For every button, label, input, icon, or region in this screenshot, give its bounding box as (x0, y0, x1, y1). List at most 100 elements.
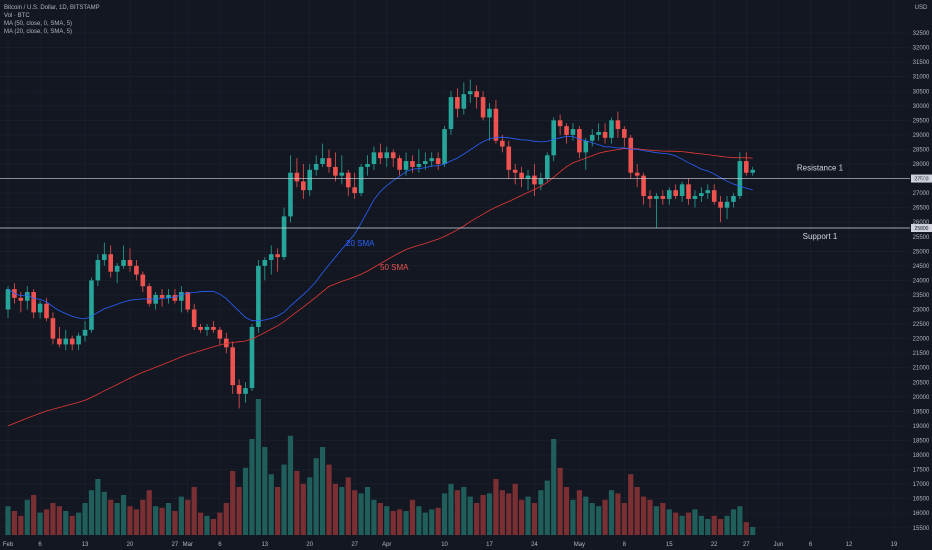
candle-body (435, 158, 441, 164)
candle-body (262, 260, 268, 266)
volume-bar (493, 479, 499, 535)
price-tick-label: 19500 (913, 409, 930, 415)
price-axis[interactable]: USD 15500 16000 16500 17000 17500 18000 18500 19… (913, 5, 930, 532)
volume-bar (217, 512, 223, 535)
symbol-title[interactable]: Bitcoin / U.S. Dollar, 1D, BITSTAMP (4, 5, 100, 11)
candle-body (724, 201, 730, 208)
price-tick-label: 23500 (913, 293, 930, 299)
volume-bar (101, 491, 107, 535)
volume-bar (56, 506, 62, 535)
price-tick-label: 17000 (913, 482, 930, 488)
volume-bar (403, 511, 409, 535)
candle-body (172, 294, 178, 301)
candle-body (467, 91, 473, 95)
volume-bar (307, 477, 313, 535)
candle-body (711, 190, 717, 202)
candle-body (102, 254, 107, 261)
candle-body (134, 265, 139, 275)
volume-bar (570, 499, 576, 535)
candle-body (519, 172, 524, 179)
volume-bar (538, 490, 544, 535)
candle-body (538, 178, 544, 185)
volume-bar (88, 490, 95, 535)
time-axis[interactable]: Feb 6 13 20 27 Mar 6 13 20 27 Apr 10 17 24 May 8 15 22 27 J… (3, 542, 898, 548)
volume-bar (615, 493, 621, 535)
candle-body (692, 196, 698, 199)
price-tick-label: 16000 (913, 511, 930, 517)
time-tick-label: Feb (3, 542, 14, 548)
candle-body (461, 94, 467, 109)
candle-body (236, 385, 242, 394)
candle-body (230, 347, 235, 386)
price-tick-label: 30000 (913, 104, 930, 110)
candle-body (204, 326, 210, 330)
legend-ma50[interactable]: MA (50, close, 0, SMA, 5) (4, 21, 73, 27)
candle-body (423, 161, 428, 164)
volume-bar (230, 471, 236, 535)
volume-bar (50, 503, 56, 535)
volume-bar (185, 499, 191, 535)
candle-body (634, 172, 640, 176)
sma50-label: 50 SMA (380, 263, 409, 272)
candle-body (18, 297, 24, 301)
time-tick-label: Mar (183, 542, 193, 548)
candle-body (95, 260, 101, 281)
candle-body (564, 126, 569, 135)
volume-bar (332, 483, 339, 535)
time-tick-label: 17 (486, 542, 493, 548)
time-tick-label: 6 (218, 542, 222, 548)
price-tick-label: 24000 (913, 278, 930, 284)
legend-ma20[interactable]: MA (20, close, 0, SMA, 5) (4, 29, 73, 35)
volume-bar (416, 506, 422, 535)
volume-bar (313, 458, 319, 535)
volume-bar (275, 487, 281, 535)
candle-body (37, 303, 43, 313)
volume-bar (429, 509, 435, 535)
volume-bar (576, 490, 582, 535)
candle-body (679, 184, 685, 197)
volume-bar (191, 487, 197, 535)
volume-bar (602, 499, 608, 535)
volume-bar (499, 490, 505, 535)
level-price-tag-text: 25800 (915, 226, 929, 232)
time-tick-label: Apr (382, 542, 391, 548)
volume-bar (544, 480, 550, 535)
price-tick-label: 32000 (913, 46, 930, 52)
candle-body (217, 329, 223, 339)
candle-body (57, 338, 62, 345)
volume-bar (210, 519, 217, 535)
volume-bar (589, 503, 595, 535)
candle-body (416, 164, 422, 167)
price-tick-label: 27000 (913, 191, 930, 197)
sma20-label: 20 SMA (346, 239, 375, 248)
candle-body (179, 292, 184, 301)
candle-body (660, 196, 666, 199)
candle-body (301, 181, 306, 191)
volume-bar (711, 515, 717, 535)
candle-body (76, 335, 81, 345)
level-price-tag (911, 174, 932, 183)
volume-bar (11, 511, 18, 535)
volume-bar (18, 515, 24, 535)
price-tick-label: 32500 (913, 31, 930, 37)
volume-bar (108, 499, 114, 535)
volume-bar (422, 512, 428, 535)
volume-bar (634, 487, 640, 535)
volume-bar (268, 474, 274, 535)
candle-body (146, 286, 152, 304)
price-tick-label: 28500 (913, 147, 930, 153)
volume-bar (172, 511, 178, 535)
legend-volume[interactable]: Vol · BTC (4, 13, 30, 19)
volume-bar (262, 447, 268, 535)
candle-body (384, 152, 390, 159)
price-tick-label: 19000 (913, 424, 930, 430)
time-tick-label: 24 (531, 542, 538, 548)
time-tick-label: Jun (774, 542, 784, 548)
candle-body (307, 169, 313, 191)
candle-body (686, 184, 691, 199)
price-tick-label: 25500 (913, 235, 930, 241)
candle-body (718, 201, 723, 208)
volume-bar (608, 490, 615, 535)
candle-body (480, 97, 486, 118)
